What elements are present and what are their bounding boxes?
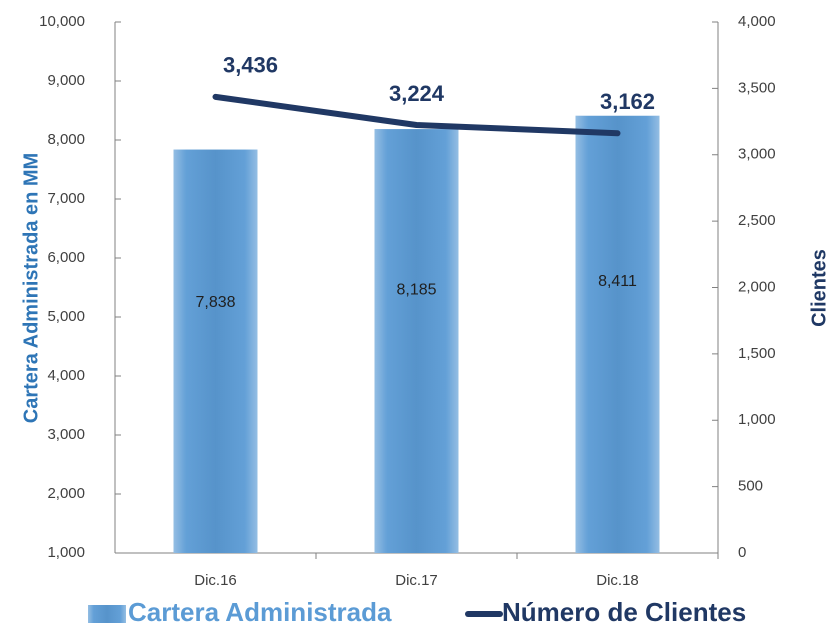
y-tick-label: 1,000: [47, 544, 85, 561]
y-tick-label: 3,000: [47, 426, 85, 443]
y-tick-label: 8,000: [47, 131, 85, 148]
y-tick-label: 10,000: [39, 13, 85, 30]
y2-tick-label: 500: [738, 478, 763, 495]
legend-swatch-sheen: [88, 605, 126, 623]
bar-sheen: [374, 129, 459, 553]
y2-tick-label: 3,500: [738, 79, 776, 96]
y2-tick-label: 1,000: [738, 411, 776, 428]
x-tick-label: Dic.16: [194, 572, 237, 589]
bar-label: 8,411: [598, 273, 637, 290]
x-tick-label: Dic.17: [395, 572, 438, 589]
y-tick-label: 9,000: [47, 72, 85, 89]
y2-tick-label: 4,000: [738, 13, 776, 30]
y2-axis-title: Clientes: [808, 249, 830, 327]
line-label: 3,436: [223, 53, 278, 78]
y2-tick-label: 0: [738, 544, 746, 561]
bar-sheen: [575, 115, 660, 553]
line-label: 3,224: [389, 81, 445, 106]
y2-tick-label: 1,500: [738, 345, 776, 362]
y2-tick-label: 2,500: [738, 212, 776, 229]
y-tick-label: 4,000: [47, 367, 85, 384]
bar-sheen: [173, 149, 258, 554]
y-tick-label: 5,000: [47, 308, 85, 325]
y-tick-label: 6,000: [47, 249, 85, 266]
y2-tick-label: 3,000: [738, 146, 776, 163]
line-label: 3,162: [600, 89, 655, 114]
bar-label: 7,838: [195, 294, 235, 311]
y-tick-label: 7,000: [47, 190, 85, 207]
y-axis-title: Cartera Administrada en MM: [20, 153, 42, 423]
y2-tick-label: 2,000: [738, 278, 776, 295]
y-tick-label: 2,000: [47, 485, 85, 502]
legend-label: Cartera Administrada: [128, 597, 392, 627]
line: [212, 93, 621, 137]
legend-label: Número de Clientes: [502, 597, 746, 627]
x-tick-label: Dic.18: [596, 572, 639, 589]
bar-label: 8,185: [396, 281, 436, 298]
